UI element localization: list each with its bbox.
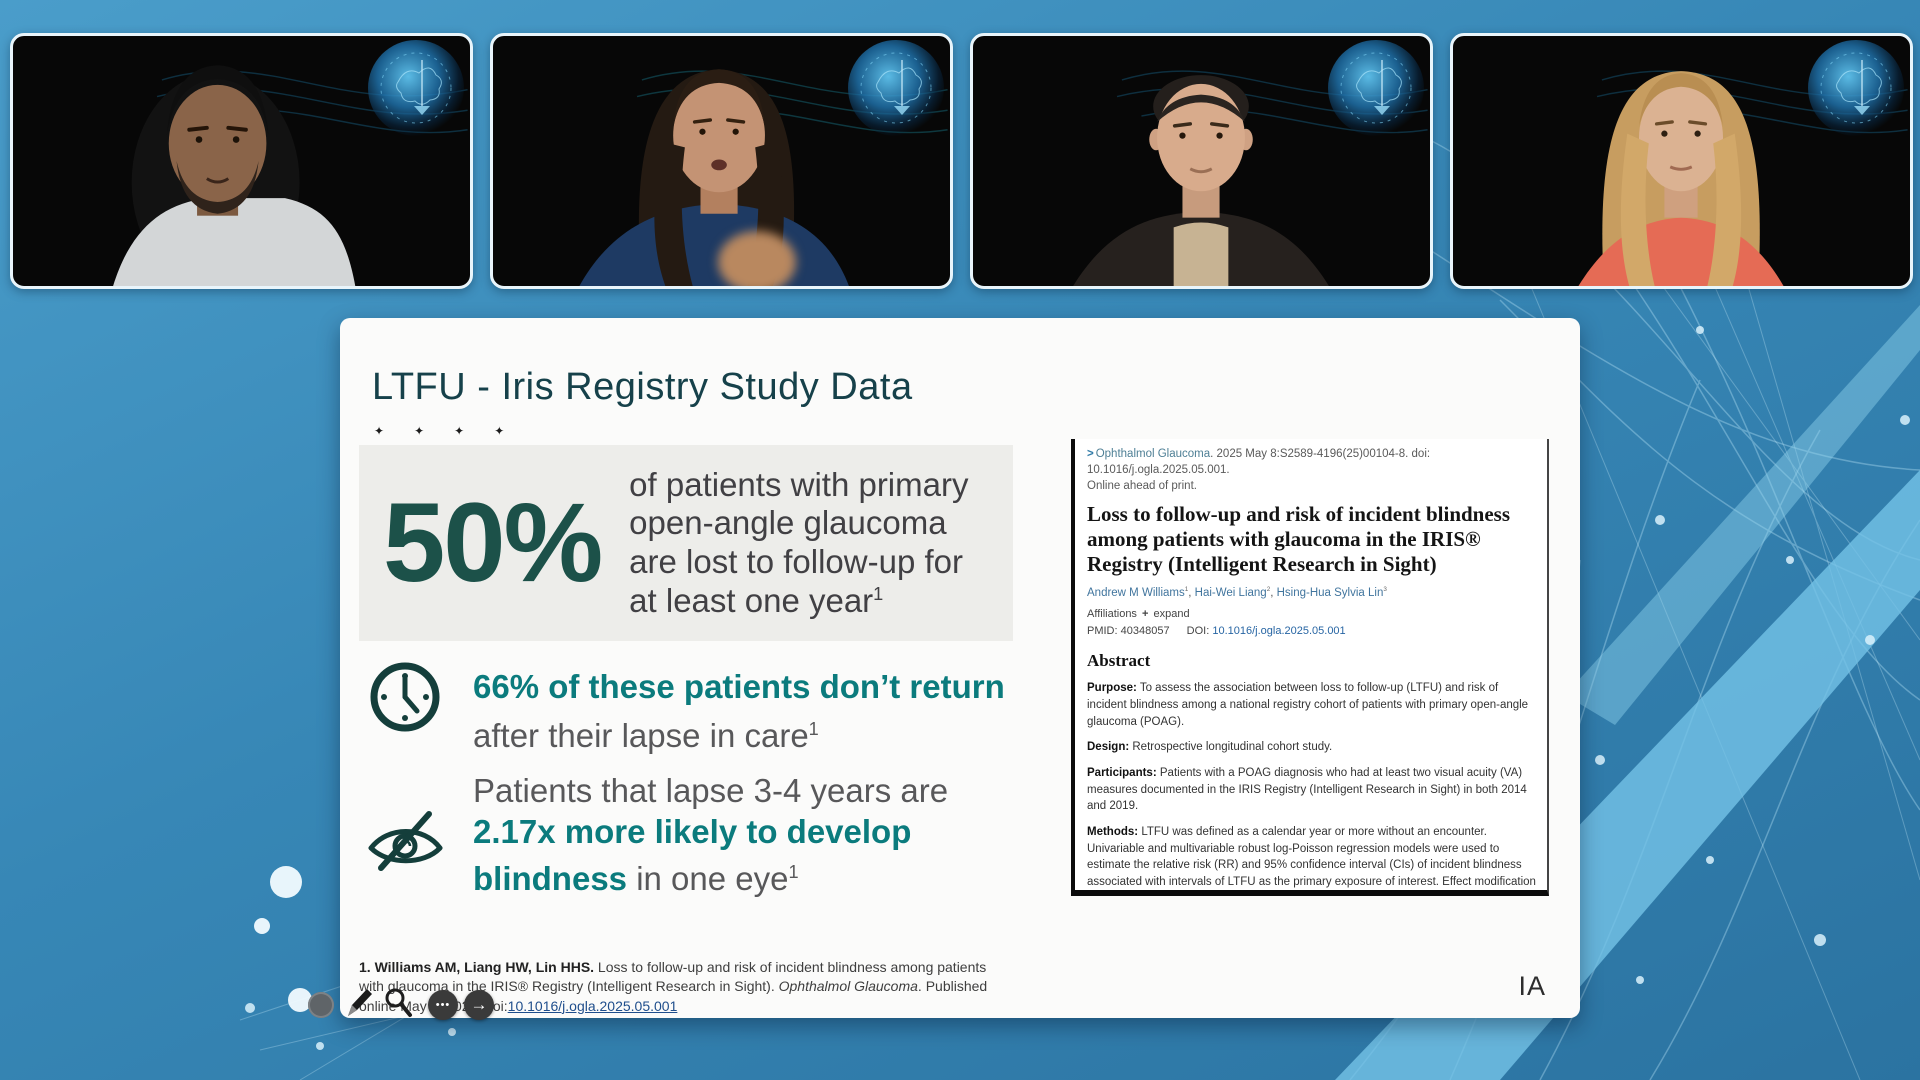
presentation-slide: LTFU - Iris Registry Study Data ✦ ✦ ✦ ✦ … xyxy=(340,318,1580,1018)
author-link[interactable]: Hai-Wei Liang xyxy=(1194,587,1267,600)
annotation-toolbar: ••• → xyxy=(308,984,508,1028)
affiliations-row: Affiliations + expand xyxy=(1087,608,1190,621)
fact-lapse-return: 66% of these patients don’t return after… xyxy=(473,668,1005,754)
author-link[interactable]: Hsing-Hua Sylvia Lin xyxy=(1276,587,1384,600)
pmid-doi-row: PMID: 40348057 DOI: 10.1016/j.ogla.2025.… xyxy=(1087,625,1346,638)
expand-affiliations[interactable]: expand xyxy=(1153,608,1190,621)
video-tile-2[interactable] xyxy=(490,33,953,289)
ai-brain-orb-graphic xyxy=(1808,40,1904,136)
video-tile-3[interactable] xyxy=(970,33,1433,289)
sparkle-icon: ✦ xyxy=(414,424,425,438)
more-options-button[interactable]: ••• xyxy=(428,990,458,1020)
journal-citation-line: > Ophthalmol Glaucoma. 2025 May 8:S2589-4… xyxy=(1087,448,1431,476)
sparkle-icon: ✦ xyxy=(494,424,505,438)
collapse-button[interactable] xyxy=(308,992,334,1018)
stat-value: 50% xyxy=(383,480,603,605)
ia-logo: IA xyxy=(1518,971,1546,1001)
stat-box: 50% of patients with primary open-angle … xyxy=(359,445,1013,641)
clock-icon xyxy=(370,662,440,732)
magnifier-icon[interactable] xyxy=(382,986,414,1020)
gesturing-hand xyxy=(718,231,796,286)
footnote-marker: 1 xyxy=(808,719,819,739)
video-tile-4[interactable] xyxy=(1450,33,1913,289)
sparkle-icon: ✦ xyxy=(454,424,465,438)
ai-brain-orb-graphic xyxy=(368,40,464,136)
plus-icon: + xyxy=(1142,608,1149,621)
abstract-heading: Abstract xyxy=(1087,651,1151,671)
journal-link[interactable]: Ophthalmol Glaucoma xyxy=(1095,448,1211,460)
footnote-marker: 1 xyxy=(873,583,884,604)
video-tile-1[interactable] xyxy=(10,33,473,289)
sparkle-icon: ✦ xyxy=(374,424,385,438)
abstract-paragraph: Participants: Patients with a POAG diagn… xyxy=(1087,766,1527,813)
eye-slash-icon xyxy=(368,811,443,871)
pencil-icon[interactable] xyxy=(342,986,374,1022)
online-ahead-note: Online ahead of print. xyxy=(1087,480,1197,493)
participant-1-silhouette xyxy=(113,65,356,286)
fact-blindness-risk: Patients that lapse 3-4 years are 2.17x … xyxy=(473,772,949,897)
sparkle-row: ✦ ✦ ✦ ✦ xyxy=(374,424,504,438)
chevron-icon: > xyxy=(1087,448,1094,460)
citation-doi-link[interactable]: 10.1016/j.ogla.2025.05.001 xyxy=(507,997,678,1014)
article-doi-link[interactable]: 10.1016/j.ogla.2025.05.001 xyxy=(1212,625,1346,638)
ai-brain-orb-graphic xyxy=(1328,40,1424,136)
footnote-marker: 1 xyxy=(788,862,799,882)
ai-brain-orb-graphic xyxy=(848,40,944,136)
citation: 1. Williams AM, Liang HW, Lin HHS. Loss … xyxy=(359,959,988,1014)
participant-3-silhouette xyxy=(1073,75,1329,286)
next-button[interactable]: → xyxy=(464,990,494,1020)
abstract-paragraph: Purpose: To assess the association betwe… xyxy=(1087,682,1529,728)
participant-4-silhouette xyxy=(1578,71,1784,286)
stat-description: of patients with primary open-angle glau… xyxy=(629,465,969,619)
abstract-paragraph: Methods: LTFU was defined as a calendar … xyxy=(1087,825,1536,888)
slide-title: LTFU - Iris Registry Study Data xyxy=(372,366,913,408)
pubmed-article-panel: > Ophthalmol Glaucoma. 2025 May 8:S2589-4… xyxy=(1071,439,1549,896)
article-title: Loss to follow-up and risk of incident b… xyxy=(1087,502,1511,576)
author-list: Andrew M Williams1, Hai-Wei Liang2, Hsin… xyxy=(1087,586,1387,600)
abstract-paragraph: Design: Retrospective longitudinal cohor… xyxy=(1087,741,1333,754)
author-link[interactable]: Andrew M Williams xyxy=(1087,587,1185,600)
